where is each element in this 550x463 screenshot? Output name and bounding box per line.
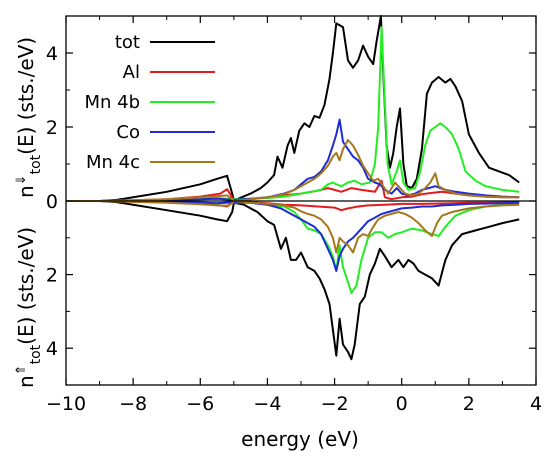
x-tick-label: 4 [530, 393, 542, 415]
y-axis-label-bottom-main: n [14, 375, 38, 388]
y-tick-label-top: 0 [46, 191, 58, 213]
series-mn-4c-spin-up-line [66, 200, 520, 254]
y-tick-label-top: 2 [46, 117, 58, 139]
legend-label-co: Co [116, 122, 140, 143]
y-axis-label-top-tail: (E) (sts./eV) [14, 37, 38, 155]
y-tick-label-top: 4 [46, 43, 58, 65]
series-al-spin-down-line [66, 179, 520, 202]
x-tick-label: −2 [321, 393, 349, 415]
y-axis-label-bottom-sub: tot [28, 344, 44, 364]
series-mn-4c-spin-down-line [66, 139, 520, 202]
legend-label-mn-4c: Mn 4c [86, 152, 140, 173]
x-tick-label: 2 [463, 393, 475, 415]
x-tick-label: −6 [186, 393, 214, 415]
y-tick-label-bottom: 2 [46, 265, 58, 287]
ticks-layer: −10 −8 −6 −4 −2 0 2 4 0 2 4 2 4 [46, 16, 542, 415]
y-axis-label-bottom-tail: (E) (sts./eV) [14, 227, 38, 345]
legend: tot Al Mn 4b Co Mn 4c [84, 32, 215, 173]
y-axis-label-top: n⇓tot(E) (sts./eV) [14, 37, 44, 198]
y-axis-label-bottom: n⇑tot(E) (sts./eV) [14, 227, 44, 388]
x-tick-label: −8 [119, 393, 147, 415]
x-axis-label: energy (eV) [241, 427, 359, 451]
series-layer [66, 15, 520, 361]
series-mn-4b-spin-down-line [66, 26, 520, 202]
legend-label-mn-4b: Mn 4b [84, 92, 140, 113]
y-axis-label-bottom-sup: ⇑ [14, 364, 29, 375]
x-tick-label: −4 [253, 393, 281, 415]
y-axis-label-top-main: n [14, 185, 38, 198]
legend-label-tot: tot [115, 32, 140, 53]
series-tot-spin-up-line [66, 200, 520, 361]
legend-label-al: Al [123, 62, 140, 83]
x-tick-label: 0 [396, 393, 408, 415]
y-axis-label-top-sup: ⇓ [14, 174, 29, 185]
y-tick-label-bottom: 4 [46, 338, 58, 360]
x-tick-label: −10 [46, 393, 86, 415]
y-axis-label-top-sub: tot [28, 154, 44, 174]
